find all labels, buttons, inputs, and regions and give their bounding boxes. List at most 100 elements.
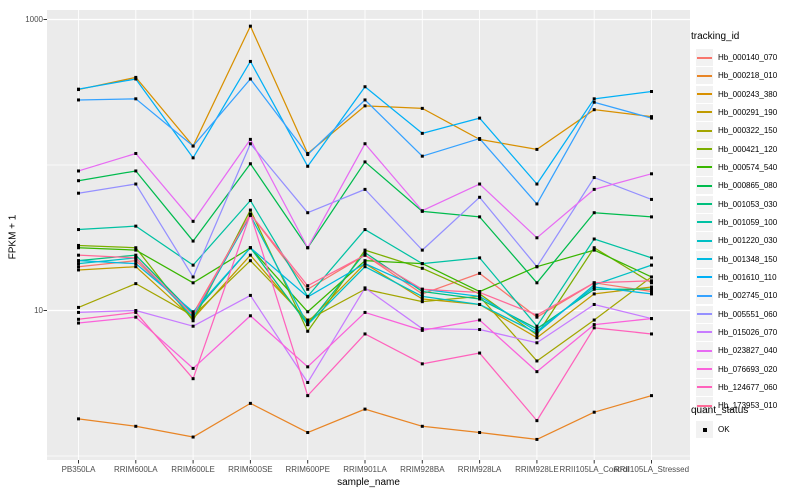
data-point (650, 275, 653, 279)
data-point (363, 253, 367, 257)
data-point (248, 59, 252, 63)
data-point (420, 290, 424, 294)
data-point (134, 259, 138, 263)
data-point (420, 328, 424, 332)
data-point (535, 281, 539, 285)
data-point (650, 256, 653, 260)
data-point (363, 251, 367, 255)
data-point (191, 313, 195, 317)
x-tick-label: RRIM600LA (114, 465, 158, 474)
x-tick-label: RRIM928LE (515, 465, 559, 474)
y-tick-label: 10 (34, 305, 43, 315)
data-point (650, 394, 653, 398)
data-point (535, 265, 539, 269)
data-point (592, 176, 596, 180)
data-point (306, 323, 310, 327)
data-point (306, 318, 310, 322)
data-point (248, 246, 252, 250)
data-point (478, 215, 482, 219)
data-point (363, 259, 367, 263)
data-point (306, 211, 310, 215)
data-point (420, 106, 424, 110)
data-point (420, 292, 424, 296)
data-point (191, 324, 195, 328)
data-point (592, 187, 596, 191)
data-point (592, 248, 596, 252)
data-point (363, 262, 367, 266)
data-point (77, 191, 80, 195)
data-point (420, 424, 424, 428)
data-point (420, 209, 424, 213)
data-point (134, 97, 138, 101)
data-point (191, 144, 195, 148)
data-point (134, 310, 138, 314)
data-point (535, 202, 539, 206)
data-point (363, 160, 367, 164)
data-point (363, 310, 367, 314)
data-point (592, 246, 596, 250)
data-point (134, 262, 138, 266)
data-point (77, 179, 80, 183)
data-point (650, 215, 653, 219)
data-point (77, 228, 80, 232)
data-point (191, 156, 195, 160)
data-point (535, 370, 539, 374)
data-point (535, 359, 539, 363)
data-point (134, 151, 138, 155)
x-tick-label: RRIM600SE (228, 465, 273, 474)
data-point (134, 282, 138, 286)
data-point (650, 332, 653, 336)
data-point (420, 266, 424, 270)
data-point (363, 228, 367, 232)
data-point (478, 290, 482, 294)
data-point (592, 318, 596, 322)
data-point (535, 327, 539, 331)
data-point (134, 77, 138, 81)
x-tick-label: RRII105LA_Control (559, 465, 629, 474)
data-point (306, 320, 310, 324)
x-tick-label: RRIM600LE (171, 465, 215, 474)
data-point (535, 333, 539, 337)
data-point (592, 100, 596, 104)
data-point (363, 248, 367, 252)
x-tick-label: RRIM928BA (400, 465, 445, 474)
data-point (420, 131, 424, 135)
data-point (535, 331, 539, 335)
data-point (535, 182, 539, 186)
data-point (478, 328, 482, 332)
data-point (650, 90, 653, 94)
data-point (363, 286, 367, 290)
x-tick-label: RRIM928LA (457, 465, 502, 474)
data-point (77, 268, 80, 272)
data-point (191, 275, 195, 279)
data-point (592, 410, 596, 414)
plot-panel (47, 10, 690, 460)
data-point (77, 321, 80, 325)
data-point (650, 290, 653, 294)
data-point (134, 309, 138, 312)
data-point (535, 315, 539, 319)
data-point (134, 256, 138, 260)
data-point (248, 212, 252, 216)
data-point (478, 318, 482, 322)
data-point (478, 116, 482, 120)
y-axis-title: FPKM + 1 (7, 214, 19, 260)
data-point (592, 323, 596, 327)
data-point (592, 285, 596, 289)
data-point (134, 246, 138, 250)
data-point (134, 224, 138, 228)
data-point (535, 236, 539, 240)
data-point (248, 199, 252, 203)
data-point (191, 239, 195, 243)
x-tick-label: PB350LA (61, 465, 96, 474)
data-point (134, 169, 138, 173)
data-point (77, 265, 80, 269)
data-point (134, 265, 138, 269)
data-point (363, 265, 367, 269)
data-point (77, 317, 80, 321)
data-point (248, 293, 252, 297)
data-point (535, 336, 539, 340)
data-point (650, 279, 653, 283)
data-point (535, 329, 539, 333)
